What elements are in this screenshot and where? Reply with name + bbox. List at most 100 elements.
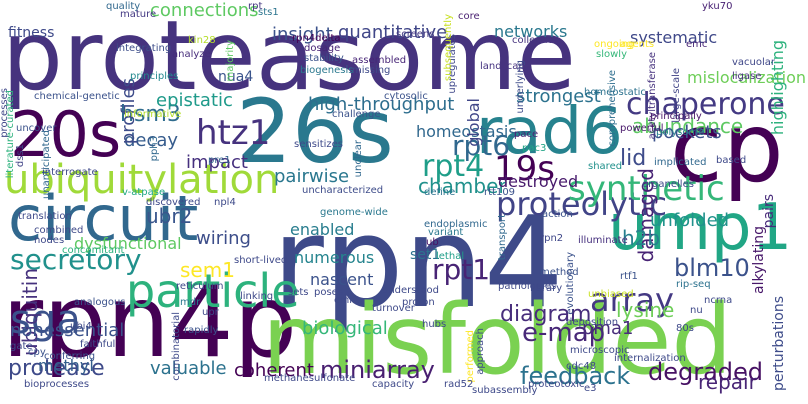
word: perturbations	[771, 296, 787, 391]
word: turnover	[372, 303, 415, 314]
word: define	[424, 187, 456, 198]
word: ubiquitylation	[4, 157, 280, 203]
word: mature	[120, 9, 157, 20]
word: sga	[10, 297, 81, 343]
word: concomitant	[62, 245, 125, 256]
word: short-lived	[234, 255, 288, 266]
word: mdr	[180, 297, 201, 308]
word: informative	[124, 109, 182, 120]
word: proton	[402, 297, 435, 308]
word: approach	[475, 328, 486, 375]
word: destroyed	[498, 172, 579, 191]
word: screens	[396, 29, 435, 40]
word: unclear	[353, 140, 364, 178]
word: proteolytic	[496, 185, 668, 223]
word: understood	[382, 285, 440, 296]
word: pairs	[761, 194, 777, 229]
word: assembled	[352, 55, 407, 66]
word: sensitizes	[294, 139, 343, 150]
word: underlying	[515, 60, 526, 114]
word: subassembly	[472, 385, 538, 396]
word: connections	[150, 0, 259, 21]
word: ubi4	[70, 321, 92, 332]
word: rpn4	[272, 189, 564, 336]
word: methyl	[38, 356, 94, 375]
word: hubs	[422, 319, 447, 330]
word: sets	[288, 287, 309, 298]
word: v-atpase	[122, 187, 166, 198]
word: capacity	[372, 379, 415, 390]
word: analogous	[74, 297, 126, 308]
word: blm10	[674, 254, 750, 282]
word: systematic	[630, 28, 718, 47]
word: impact	[186, 152, 248, 173]
word: numerous	[294, 248, 375, 267]
word: nascent	[310, 270, 374, 289]
word: particle	[126, 264, 300, 318]
word: powerful	[620, 123, 664, 134]
word: diagram	[500, 302, 592, 327]
word: kin28	[188, 35, 216, 46]
word: epistatic	[156, 90, 233, 111]
word: 19s	[494, 149, 555, 189]
word: rpn2	[540, 233, 564, 244]
word: gate	[10, 341, 33, 352]
word: insight	[272, 24, 333, 45]
word: networks	[494, 22, 568, 41]
word: proteotoxic	[528, 379, 585, 390]
word: pac3	[522, 143, 547, 154]
word: poses	[314, 287, 344, 298]
word: principles	[130, 71, 179, 82]
word: unbiased	[588, 289, 634, 300]
word: chaperone	[626, 87, 785, 122]
word: repair	[698, 370, 757, 394]
word: mislocalization	[687, 68, 806, 87]
word: strongest	[516, 86, 601, 107]
word: polysome	[656, 127, 705, 138]
word: shared	[588, 161, 623, 172]
word: nu	[690, 305, 703, 316]
word: rtt109	[484, 187, 516, 198]
word: synthetic	[568, 169, 725, 209]
word: wiring	[196, 228, 251, 249]
word: landscape	[480, 61, 531, 72]
word: coherent	[234, 360, 314, 381]
word: dosage	[304, 43, 341, 54]
word: implicated	[654, 157, 707, 168]
word: decay	[124, 130, 179, 151]
word: performed	[465, 330, 476, 383]
word: combined	[34, 225, 84, 236]
word: organelles	[642, 179, 694, 190]
word: unanticipated	[41, 130, 52, 200]
word: rpn4delta	[292, 33, 341, 44]
word: transport	[497, 214, 508, 261]
word: faithful	[80, 339, 116, 350]
word: dss1	[15, 144, 26, 168]
word: deposition	[566, 317, 619, 328]
word: pairwise	[274, 166, 350, 187]
word: variant	[428, 227, 464, 238]
word: stability	[304, 53, 344, 64]
word: uncover	[16, 123, 57, 134]
word: feedback	[520, 362, 631, 390]
word: homeostasis	[416, 122, 517, 141]
word: bioprocesses	[24, 379, 90, 390]
word: comprehensive	[607, 70, 618, 147]
word: lethal	[436, 251, 465, 262]
word: chamber	[418, 174, 507, 198]
word: slowly	[596, 49, 627, 60]
word: based	[716, 155, 747, 166]
word: principally	[650, 111, 702, 122]
word: 80s	[676, 323, 694, 334]
word: conferring	[44, 351, 96, 362]
word: cytosolic	[384, 91, 428, 102]
word: nua4	[218, 69, 254, 85]
word: ump1	[608, 191, 793, 265]
word: internalization	[614, 353, 686, 364]
word: cdc48	[566, 361, 597, 372]
word: cp	[670, 92, 784, 204]
word: secretory	[10, 243, 142, 276]
word: rip-seq	[676, 279, 711, 290]
word: microscopic	[570, 345, 630, 356]
